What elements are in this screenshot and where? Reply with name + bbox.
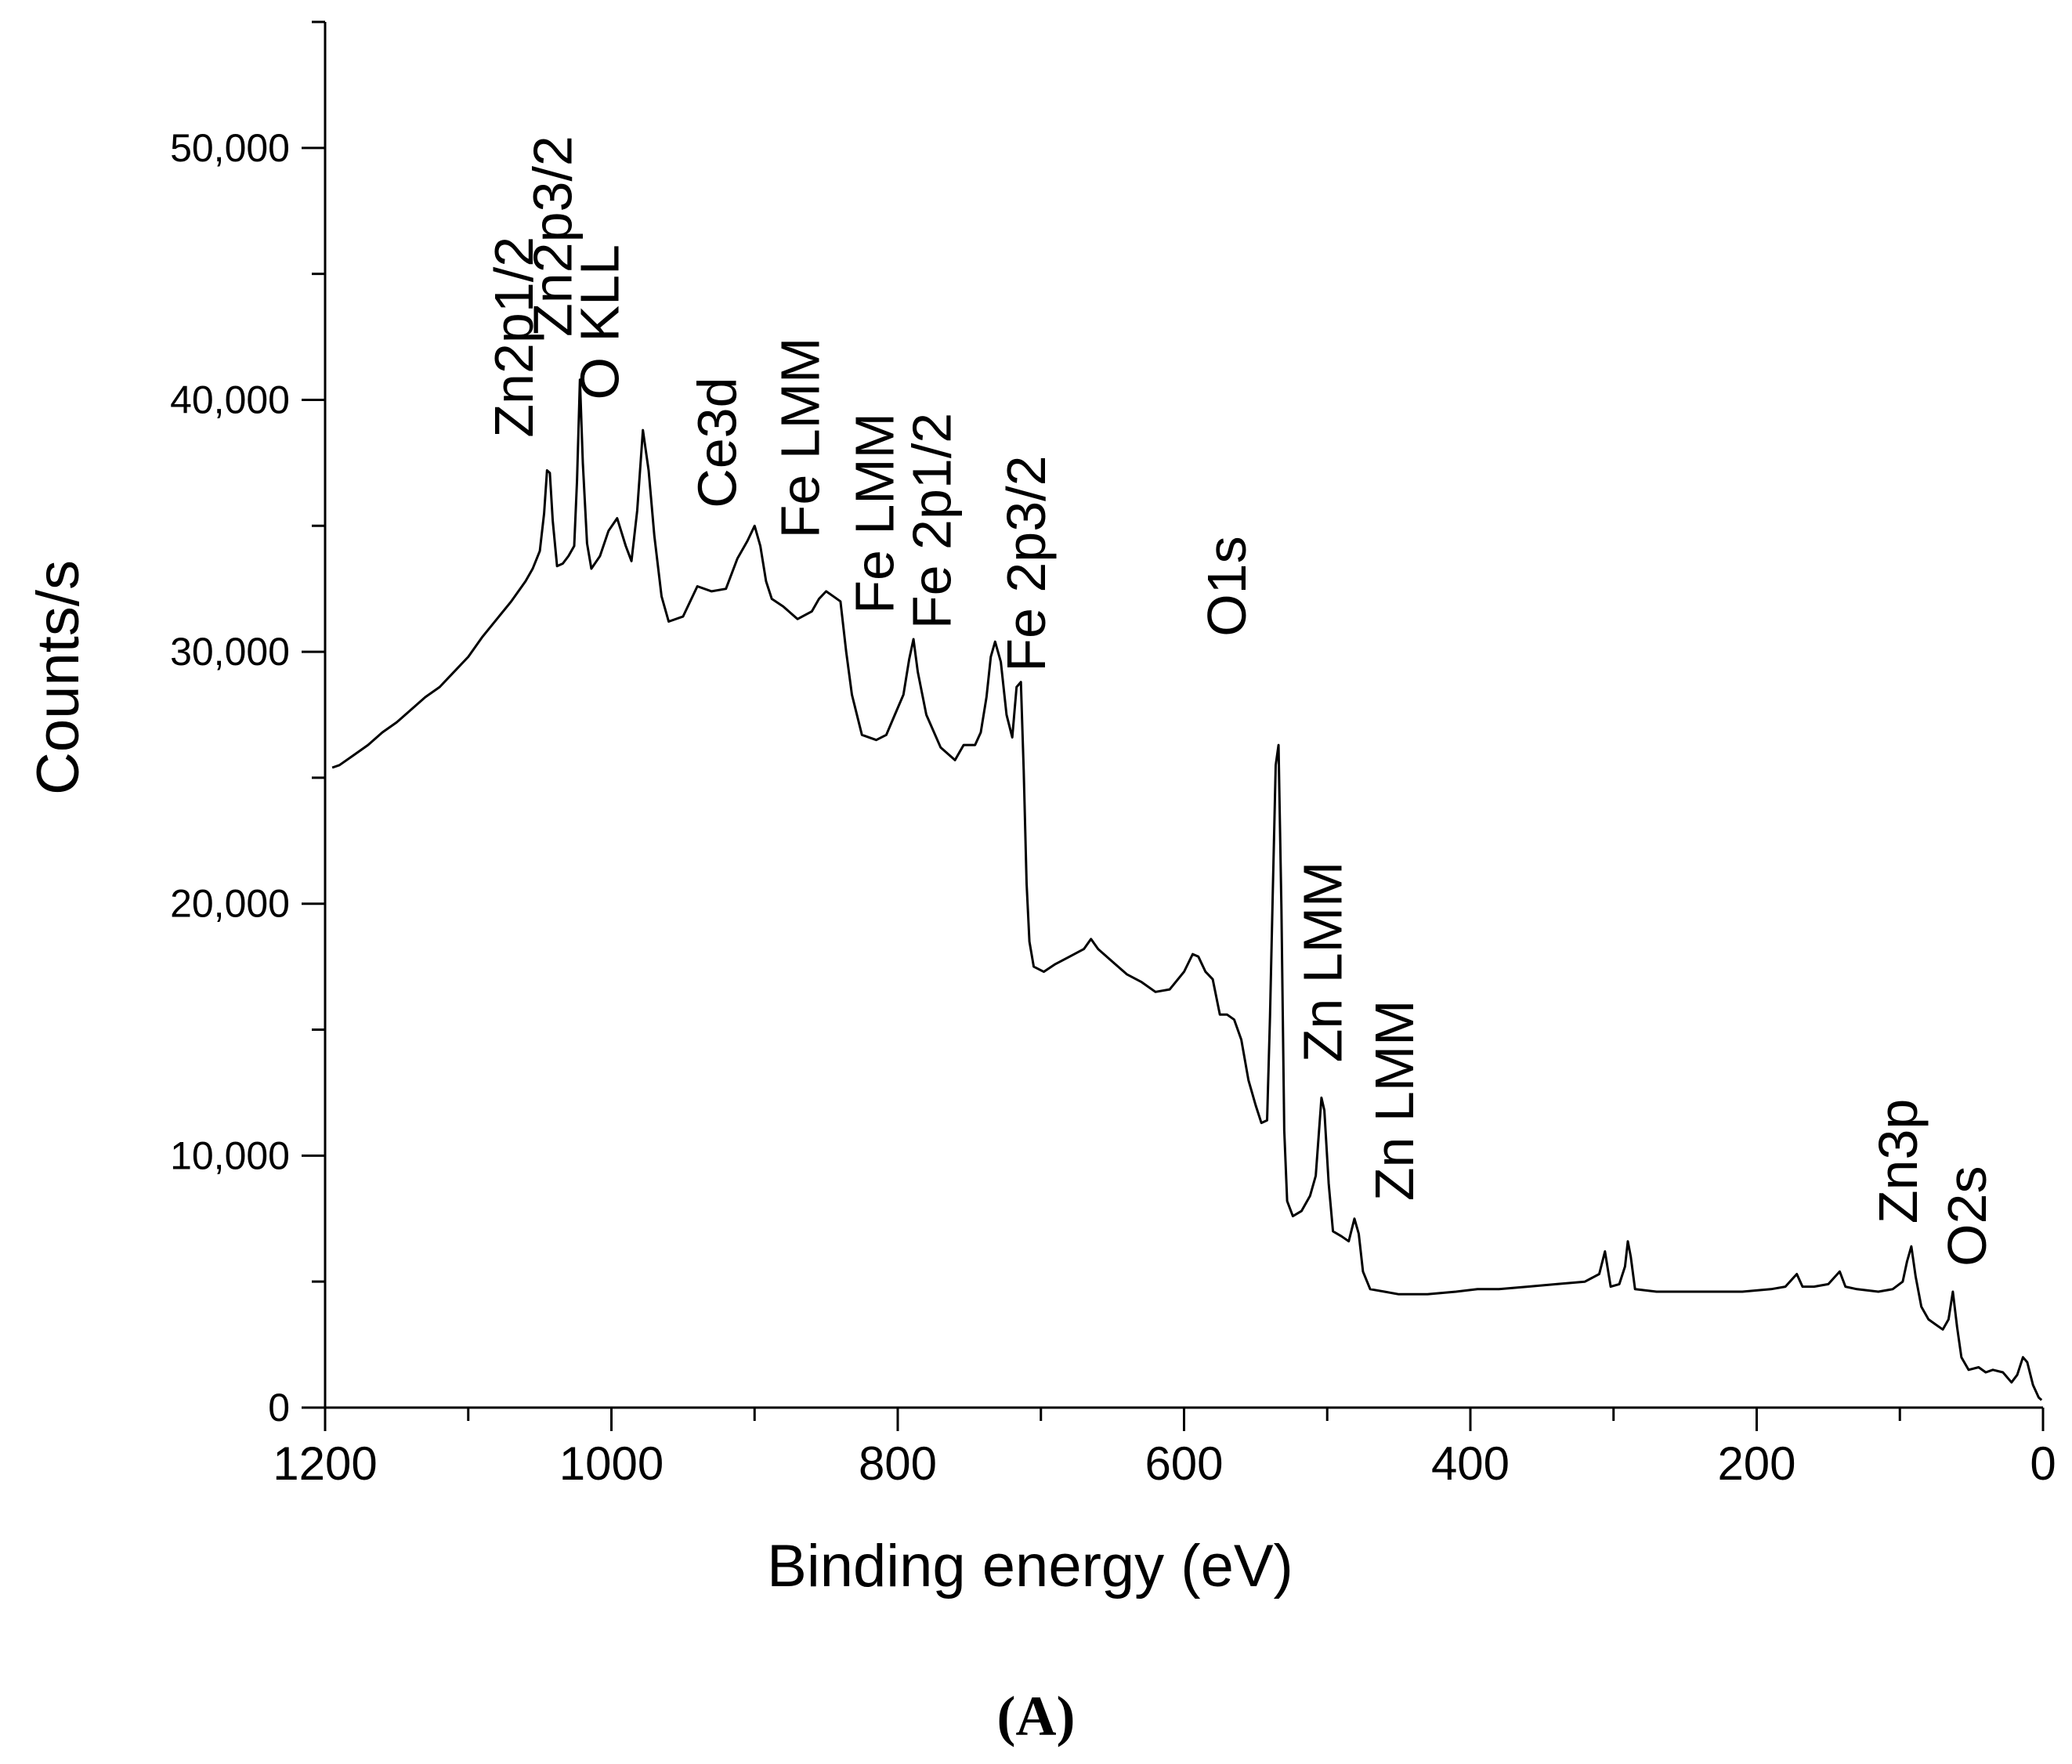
x-tick-label: 400 xyxy=(1431,1437,1510,1490)
y-tick-label: 30,000 xyxy=(170,630,290,674)
peak-label: Zn LMM xyxy=(1293,862,1354,1063)
x-axis-ticks: 1200 1000 800 600 400 200 0 xyxy=(273,1408,2056,1490)
peak-label: O KLL xyxy=(570,244,631,399)
peak-label: Ce3d xyxy=(687,377,748,508)
peak-label: Zn2p1/2 xyxy=(483,237,544,438)
y-axis-ticks: 0 10,000 20,000 30,000 40,000 50,000 xyxy=(170,20,325,1430)
peak-label: O2s xyxy=(1936,1166,1998,1267)
y-axis-title: Counts/s xyxy=(25,560,92,795)
peak-label: O1s xyxy=(1196,536,1257,636)
peak-label: Zn LMM xyxy=(1364,1000,1425,1202)
peak-label: Zn2p3/2 xyxy=(522,136,583,337)
x-tick-label: 200 xyxy=(1717,1437,1795,1490)
x-tick-label: 800 xyxy=(859,1437,937,1490)
peak-label: Fe LMM xyxy=(770,338,831,539)
y-tick-label: 50,000 xyxy=(170,126,290,170)
x-axis-title: Binding energy (eV) xyxy=(767,1533,1293,1600)
series-layer xyxy=(331,378,2043,1401)
spectrum-line xyxy=(331,378,2043,1401)
y-tick-label: 10,000 xyxy=(170,1133,290,1177)
peak-label: Fe 2p3/2 xyxy=(996,455,1057,671)
x-tick-label: 600 xyxy=(1144,1437,1223,1490)
peak-label: Fe 2p1/2 xyxy=(902,413,963,629)
y-tick-label: 20,000 xyxy=(170,882,290,926)
x-tick-label: 0 xyxy=(2030,1437,2056,1490)
x-tick-label: 1200 xyxy=(273,1437,377,1490)
y-tick-label: 0 xyxy=(268,1386,290,1430)
x-tick-label: 1000 xyxy=(559,1437,664,1490)
peak-label: Zn3p xyxy=(1868,1099,1929,1224)
panel-label: (A) xyxy=(996,1685,1076,1748)
y-tick-label: 40,000 xyxy=(170,378,290,421)
peak-label: Fe LMM xyxy=(844,413,906,614)
